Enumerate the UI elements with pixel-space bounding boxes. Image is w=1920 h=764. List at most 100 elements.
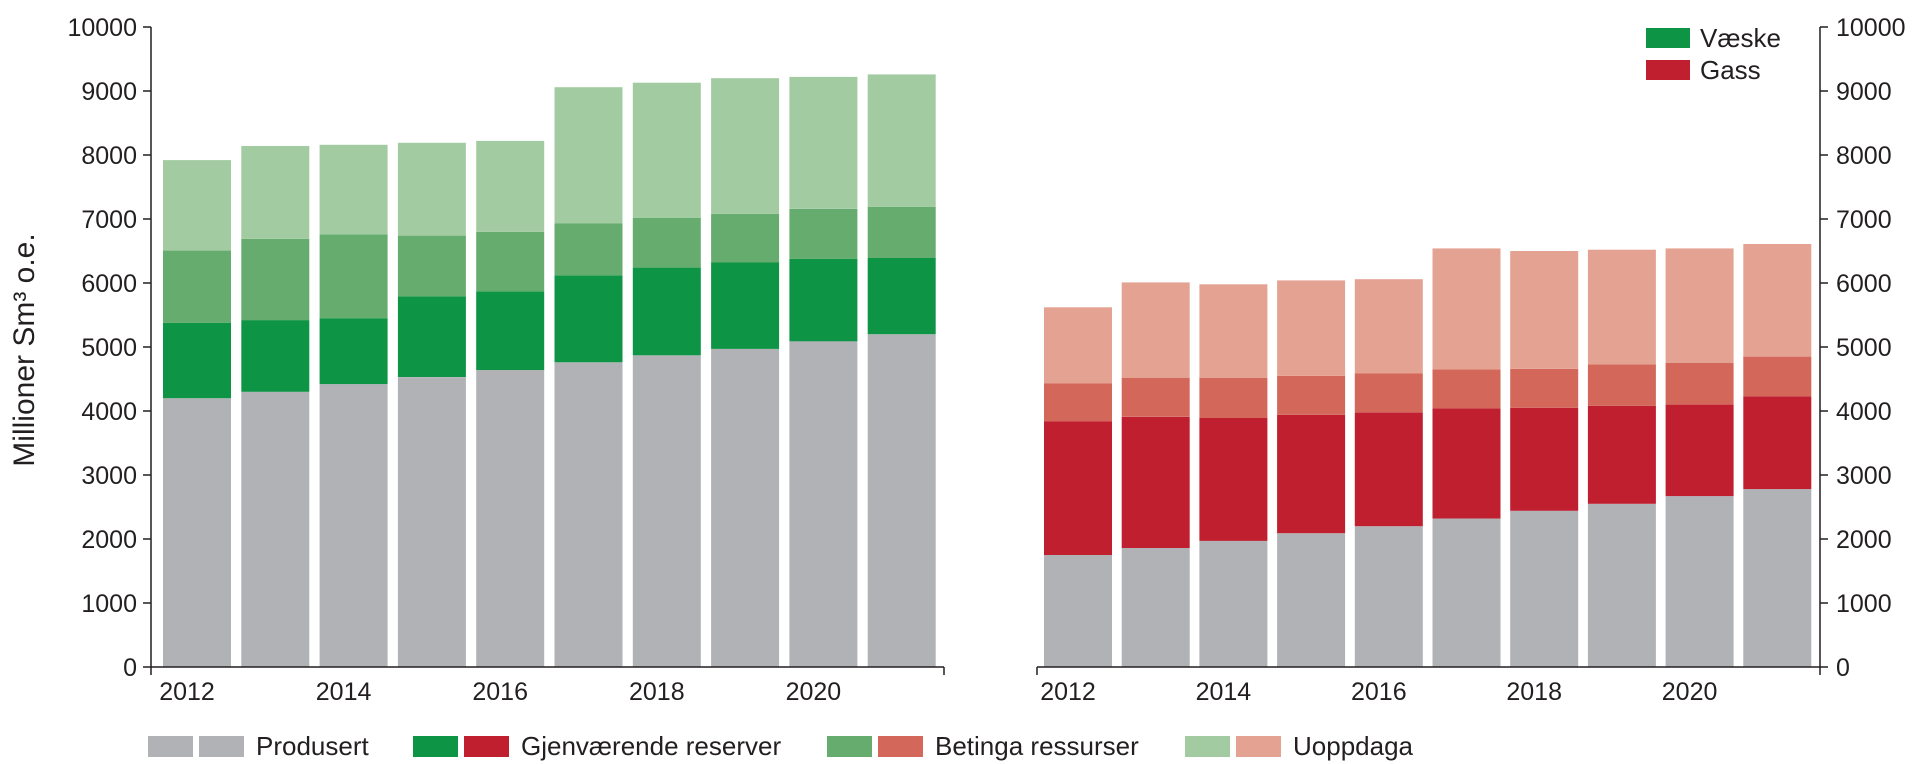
legend-label: Væske bbox=[1700, 23, 1781, 53]
bar-segment bbox=[163, 398, 231, 667]
bar-segment bbox=[476, 140, 545, 232]
bar-segment bbox=[1432, 518, 1501, 667]
bar-segment bbox=[1587, 503, 1656, 667]
legend-swatch bbox=[827, 736, 872, 757]
y-tick-label: 7000 bbox=[1836, 206, 1892, 234]
bar-segment bbox=[319, 318, 388, 385]
bar-segment bbox=[1354, 373, 1423, 413]
bar-segment bbox=[319, 384, 388, 667]
bar-segment bbox=[1665, 404, 1734, 497]
legend-label: Betinga ressurser bbox=[935, 731, 1139, 761]
bar-segment bbox=[1277, 533, 1346, 667]
bar-segment bbox=[1044, 307, 1112, 384]
x-tick-label: 2014 bbox=[1196, 678, 1252, 706]
bar-segment bbox=[867, 334, 936, 667]
y-tick-label: 3000 bbox=[81, 462, 137, 490]
y-tick-label: 10000 bbox=[1836, 14, 1906, 42]
y-tick-label: 1000 bbox=[1836, 590, 1892, 618]
bar-segment bbox=[397, 377, 466, 667]
bar-segment bbox=[1510, 407, 1579, 511]
bar-segment bbox=[1510, 368, 1579, 408]
bar-segment bbox=[1199, 418, 1268, 541]
legend-label: Gass bbox=[1700, 55, 1761, 85]
liquid-panel: 0 1000 2000 3000 4000 5000 6000 7000 8000 9000 100… bbox=[67, 14, 945, 706]
y-tick-label: 0 bbox=[123, 654, 137, 682]
bar-segment bbox=[632, 82, 701, 218]
bar-segment bbox=[1199, 284, 1268, 378]
bar-segment bbox=[1121, 282, 1190, 378]
bar-segment bbox=[1277, 280, 1346, 376]
y-tick-label: 4000 bbox=[1836, 398, 1892, 426]
bar-segment bbox=[476, 291, 545, 370]
legend-swatch bbox=[1185, 736, 1230, 757]
bar-segment bbox=[163, 322, 231, 399]
bar-segment bbox=[1121, 377, 1190, 417]
bar-segment bbox=[1354, 412, 1423, 527]
bar-segment bbox=[476, 231, 545, 292]
legend-swatch bbox=[413, 736, 458, 757]
x-tick-label: 2012 bbox=[1040, 678, 1096, 706]
bar-segment bbox=[1587, 405, 1656, 504]
bar-segment bbox=[867, 258, 936, 335]
y-tick-label: 0 bbox=[1836, 654, 1850, 682]
legend-swatch bbox=[464, 736, 509, 757]
bar-segment bbox=[1044, 383, 1112, 422]
x-tick-label: 2020 bbox=[1662, 678, 1718, 706]
bar-segment bbox=[319, 144, 388, 235]
bar-segment bbox=[241, 320, 310, 392]
bar-segment bbox=[1199, 377, 1268, 418]
bar-segment bbox=[241, 238, 310, 321]
bar-segment bbox=[711, 78, 780, 214]
bar-segment bbox=[1665, 496, 1734, 667]
bar-segment bbox=[789, 341, 858, 667]
bar-segment bbox=[1743, 396, 1812, 490]
x-tick-label: 2016 bbox=[472, 678, 528, 706]
bar-segment bbox=[1665, 363, 1734, 405]
bar-segment bbox=[554, 362, 623, 667]
bar-segment bbox=[1743, 356, 1812, 397]
bar-segment bbox=[1121, 416, 1190, 548]
legend-swatch bbox=[199, 736, 244, 757]
bar-segment bbox=[1432, 248, 1501, 370]
bar-segment bbox=[1510, 251, 1579, 369]
y-tick-label: 10000 bbox=[67, 14, 137, 42]
legend-swatch bbox=[1236, 736, 1281, 757]
y-axis-title: Millioner Sm³ o.e. bbox=[8, 233, 41, 466]
legend-swatch bbox=[1646, 60, 1690, 80]
y-tick-label: 8000 bbox=[1836, 142, 1892, 170]
bar-segment bbox=[1044, 555, 1112, 667]
x-tick-label: 2016 bbox=[1351, 678, 1407, 706]
bar-segment bbox=[711, 348, 780, 667]
legend-label: Gjenværende reserver bbox=[521, 731, 781, 761]
bottom-legend: Produsert Gjenværende reserver Betinga res… bbox=[148, 731, 1414, 761]
bar-segment bbox=[397, 296, 466, 377]
x-tick-label: 2014 bbox=[316, 678, 372, 706]
bar-segment bbox=[163, 250, 231, 323]
y-tick-label: 9000 bbox=[1836, 78, 1892, 106]
bar-segment bbox=[1743, 244, 1812, 357]
bar-segment bbox=[1665, 248, 1734, 363]
bar-segment bbox=[1432, 369, 1501, 409]
bar-segment bbox=[1587, 364, 1656, 406]
bar-segment bbox=[1354, 279, 1423, 374]
legend-swatch bbox=[148, 736, 193, 757]
bar-segment bbox=[789, 258, 858, 342]
y-tick-label: 4000 bbox=[81, 398, 137, 426]
bar-segment bbox=[632, 217, 701, 268]
bar-segment bbox=[632, 355, 701, 667]
y-tick-label: 2000 bbox=[81, 526, 137, 554]
x-tick-label: 2012 bbox=[159, 678, 215, 706]
bar-segment bbox=[1277, 375, 1346, 415]
gas-panel: 0 1000 2000 3000 4000 5000 6000 7000 8000 9000 100… bbox=[1036, 14, 1906, 706]
y-tick-label: 5000 bbox=[1836, 334, 1892, 362]
bar-segment bbox=[711, 213, 780, 263]
y-tick-label: 9000 bbox=[81, 78, 137, 106]
bar-segment bbox=[1354, 526, 1423, 667]
bar-segment bbox=[241, 391, 310, 667]
bar-segment bbox=[867, 206, 936, 258]
y-tick-label: 1000 bbox=[81, 590, 137, 618]
bar-segment bbox=[1587, 249, 1656, 365]
y-tick-label: 3000 bbox=[1836, 462, 1892, 490]
